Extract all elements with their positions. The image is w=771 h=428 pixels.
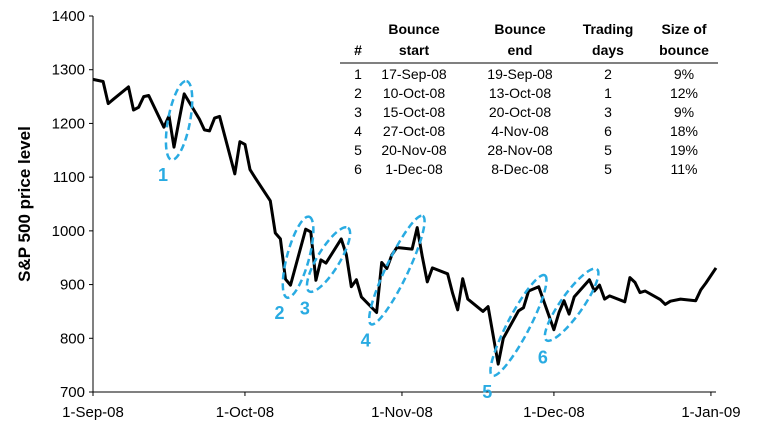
table-header-cell: days (592, 42, 624, 58)
table-cell: 4 (354, 123, 362, 139)
bounce-label: 2 (275, 303, 285, 323)
bounce-ellipse (489, 273, 548, 378)
bounce-ellipse (367, 214, 426, 326)
table-header-cell: Bounce (388, 21, 440, 37)
x-tick-label: 1-Nov-08 (371, 404, 433, 421)
table-cell: 10-Oct-08 (383, 85, 445, 101)
table-cell: 27-Oct-08 (383, 123, 445, 139)
bounce-ellipse (281, 215, 315, 299)
table-cell: 1 (354, 66, 362, 82)
table-header-cell: Bounce (494, 21, 546, 37)
x-tick-label: 1-Jan-09 (681, 404, 740, 421)
y-tick-label: 1000 (52, 223, 85, 240)
table-cell: 11% (671, 161, 698, 177)
table-cell: 20-Oct-08 (489, 104, 551, 120)
y-axis-title: S&P 500 price level (15, 126, 34, 282)
table-cell: 19-Sep-08 (487, 66, 553, 82)
table-header-cell: Trading (583, 21, 634, 37)
y-tick-label: 1300 (52, 62, 85, 79)
y-tick-label: 1400 (52, 8, 85, 25)
table-cell: 13-Oct-08 (489, 85, 551, 101)
table-cell: 5 (604, 142, 612, 158)
table-cell: 5 (604, 161, 612, 177)
table-cell: 1 (604, 85, 612, 101)
y-tick-label: 900 (60, 277, 85, 294)
table-cell: 6 (604, 123, 612, 139)
table-cell: 17-Sep-08 (381, 66, 447, 82)
table-header-cell: Size of (661, 21, 706, 37)
y-tick-label: 1200 (52, 115, 85, 132)
table-header-cell: start (399, 42, 430, 58)
table-cell: 9% (674, 104, 694, 120)
y-tick-label: 800 (60, 330, 85, 347)
table-cell: 15-Oct-08 (383, 104, 445, 120)
table-cell: 9% (674, 66, 694, 82)
axes: 700 800 900 1000 1100 1200 1300 1400 1-Sep-08 1-O… (15, 8, 741, 421)
bounce-table: # Bounce start Bounce end Trading days Size of b… (340, 21, 718, 177)
table-cell: 1-Dec-08 (385, 161, 443, 177)
table-cell: 6 (354, 161, 362, 177)
bounce-ellipse (305, 226, 352, 294)
x-tick-label: 1-Oct-08 (216, 404, 274, 421)
bounce-label: 4 (361, 331, 371, 351)
table-cell: 18% (670, 123, 698, 139)
table-cell: 19% (670, 142, 698, 158)
table-cell: 4-Nov-08 (491, 123, 549, 139)
x-tick-label: 1-Dec-08 (523, 404, 585, 421)
table-cell: 5 (354, 142, 362, 158)
table-cell: 28-Nov-08 (487, 142, 553, 158)
y-tick-label: 700 (60, 384, 85, 401)
bounce-ellipse (543, 267, 600, 343)
bounce-label: 1 (158, 165, 168, 185)
table-cell: 12% (670, 85, 698, 101)
table-header-cell: end (508, 42, 533, 58)
table-header-cell: # (354, 42, 362, 58)
y-tick-label: 1100 (53, 169, 85, 186)
table-cell: 3 (604, 104, 612, 120)
table-cell: 20-Nov-08 (381, 142, 447, 158)
bounce-label: 5 (482, 382, 492, 402)
table-header-cell: bounce (659, 42, 709, 58)
table-cell: 2 (354, 85, 362, 101)
bounce-label: 3 (300, 298, 310, 318)
table-cell: 8-Dec-08 (491, 161, 549, 177)
table-cell: 3 (354, 104, 362, 120)
table-cell: 2 (604, 66, 612, 82)
bounce-label: 6 (538, 348, 548, 368)
x-tick-label: 1-Sep-08 (62, 404, 124, 421)
